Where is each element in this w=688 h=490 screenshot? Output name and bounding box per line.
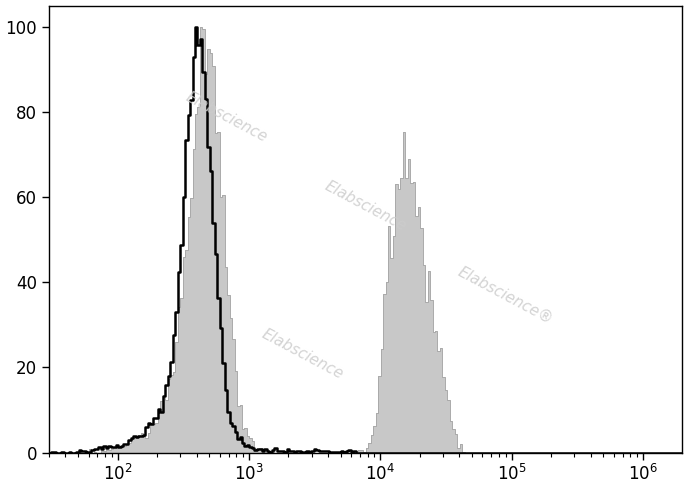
Text: Elabscience: Elabscience: [259, 326, 346, 382]
Text: Elabscience®: Elabscience®: [455, 265, 555, 327]
Text: Elabscience: Elabscience: [323, 179, 409, 235]
Text: Elabscience: Elabscience: [183, 90, 270, 145]
